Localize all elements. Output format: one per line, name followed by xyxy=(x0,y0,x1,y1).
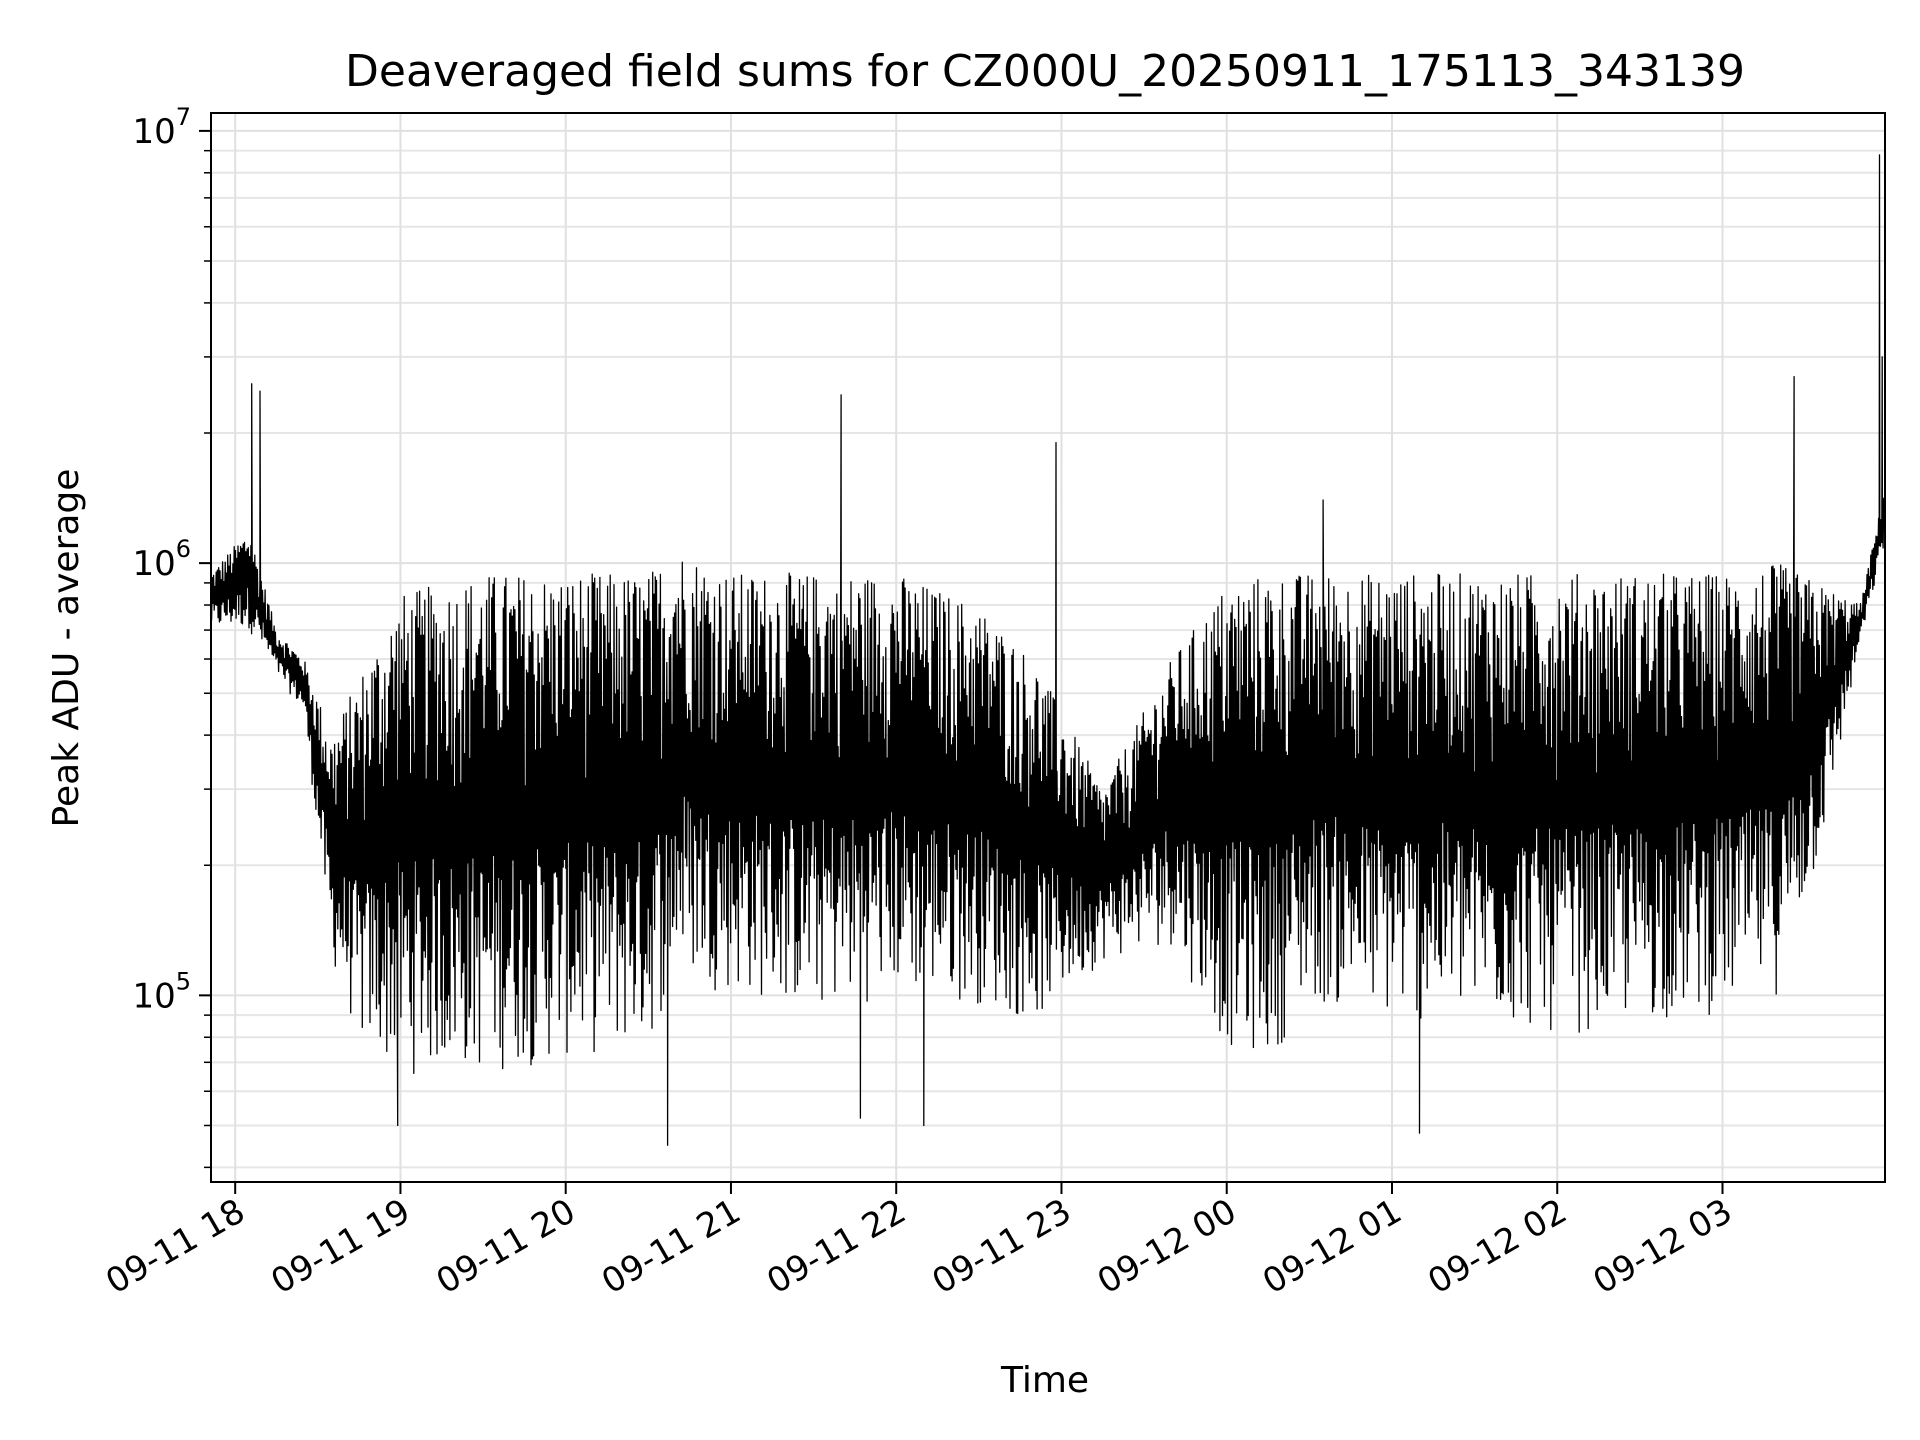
x-axis-label: Time xyxy=(1000,1360,1089,1401)
y-tick-label: 106 xyxy=(132,535,191,584)
y-axis-label: Peak ADU - average xyxy=(46,469,87,828)
series-line xyxy=(210,154,1886,1146)
series-path xyxy=(210,154,1886,1146)
y-axis: 105 106 107 xyxy=(132,103,211,1169)
y-tick-label: 105 xyxy=(132,967,191,1016)
chart-title: Deaveraged field sums for CZ000U_2025091… xyxy=(345,46,1745,97)
plot-frame xyxy=(210,112,1886,1183)
y-tick-label: 107 xyxy=(132,103,191,152)
